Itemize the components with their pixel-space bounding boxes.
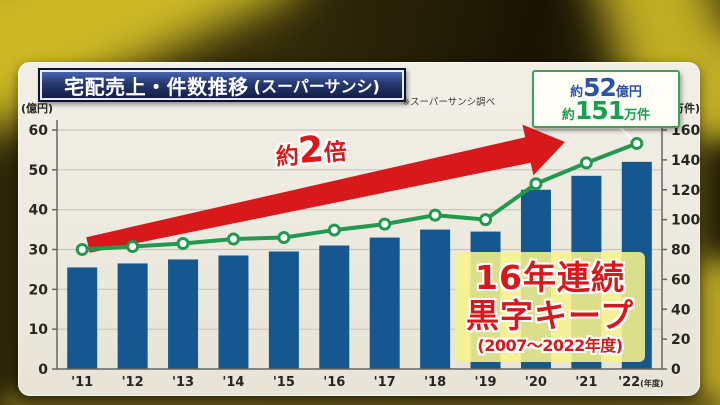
badge-sales-value: 約52億円 — [570, 73, 642, 102]
callout-line3: (2007〜2022年度) — [477, 335, 623, 355]
svg-text:60: 60 — [29, 123, 49, 139]
callout-line1: 16年連続 — [475, 258, 625, 297]
svg-text:'22(年度): '22(年度) — [618, 375, 663, 390]
line-marker-'20 — [529, 177, 543, 191]
line-marker-'19 — [479, 213, 493, 227]
chart-title-paren: (スーパーサンシ) — [253, 77, 380, 96]
chart-title-bar: 宅配売上・件数推移 (スーパーサンシ) — [38, 68, 406, 102]
line-marker-'12 — [126, 240, 140, 254]
svg-text:'20: '20 — [525, 375, 547, 390]
chart-panel: 0 10 20 30 40 50 60 0 20 40 60 80 100 120 140 160 (億円) (万… — [18, 62, 700, 396]
growth-arrow — [86, 124, 566, 253]
bar-'16 — [319, 245, 350, 369]
svg-text:'11: '11 — [71, 375, 93, 390]
svg-text:60: 60 — [671, 272, 691, 288]
final-values-badge: 約52億円 約151万件 — [532, 70, 680, 128]
bar-'13 — [168, 259, 199, 369]
count-line — [82, 141, 638, 252]
bar-'18 — [420, 229, 451, 369]
line-marker-'21 — [579, 156, 593, 170]
svg-text:120: 120 — [671, 183, 700, 199]
chart-title: 宅配売上・件数推移 — [64, 74, 249, 99]
line-marker-'11 — [75, 243, 89, 256]
svg-text:'16: '16 — [323, 375, 345, 390]
badge-count-value: 約151万件 — [561, 96, 651, 125]
svg-text:(億円): (億円) — [21, 101, 53, 115]
svg-text:0: 0 — [671, 362, 681, 378]
line-marker-'13 — [176, 237, 190, 251]
profit-streak-callout: 16年連続 黒字キープ (2007〜2022年度) — [455, 252, 645, 362]
svg-text:'17: '17 — [374, 375, 396, 390]
svg-text:30: 30 — [29, 243, 49, 259]
line-marker-'22 — [630, 136, 644, 150]
source-note: ※スーパーサンシ調べ — [402, 97, 496, 108]
svg-text:'12: '12 — [122, 375, 144, 390]
background-shadow — [696, 140, 720, 260]
line-marker-'14 — [226, 232, 240, 246]
line-marker-'18 — [428, 208, 442, 222]
bar-'17 — [369, 237, 400, 369]
svg-text:50: 50 — [29, 163, 49, 179]
svg-text:40: 40 — [29, 203, 49, 219]
svg-text:10: 10 — [29, 322, 49, 338]
bar-'11 — [67, 267, 98, 369]
svg-text:20: 20 — [29, 282, 49, 298]
svg-text:20: 20 — [671, 332, 691, 348]
svg-text:'14: '14 — [222, 375, 244, 390]
line-marker-'17 — [378, 217, 392, 231]
svg-text:'15: '15 — [273, 375, 295, 390]
svg-text:40: 40 — [671, 302, 691, 318]
bar-'14 — [218, 255, 249, 369]
svg-text:'18: '18 — [424, 375, 446, 390]
svg-text:140: 140 — [671, 153, 700, 169]
callout-line2: 黒字キープ — [465, 295, 635, 335]
svg-text:80: 80 — [671, 243, 691, 259]
svg-text:0: 0 — [38, 362, 48, 378]
line-marker-'16 — [327, 223, 341, 237]
svg-text:'19: '19 — [475, 375, 497, 390]
bar-'15 — [268, 251, 299, 369]
svg-text:'13: '13 — [172, 375, 194, 390]
svg-text:100: 100 — [671, 213, 700, 229]
svg-text:'21: '21 — [575, 375, 597, 390]
bar-'12 — [117, 263, 148, 369]
line-marker-'15 — [277, 231, 291, 245]
